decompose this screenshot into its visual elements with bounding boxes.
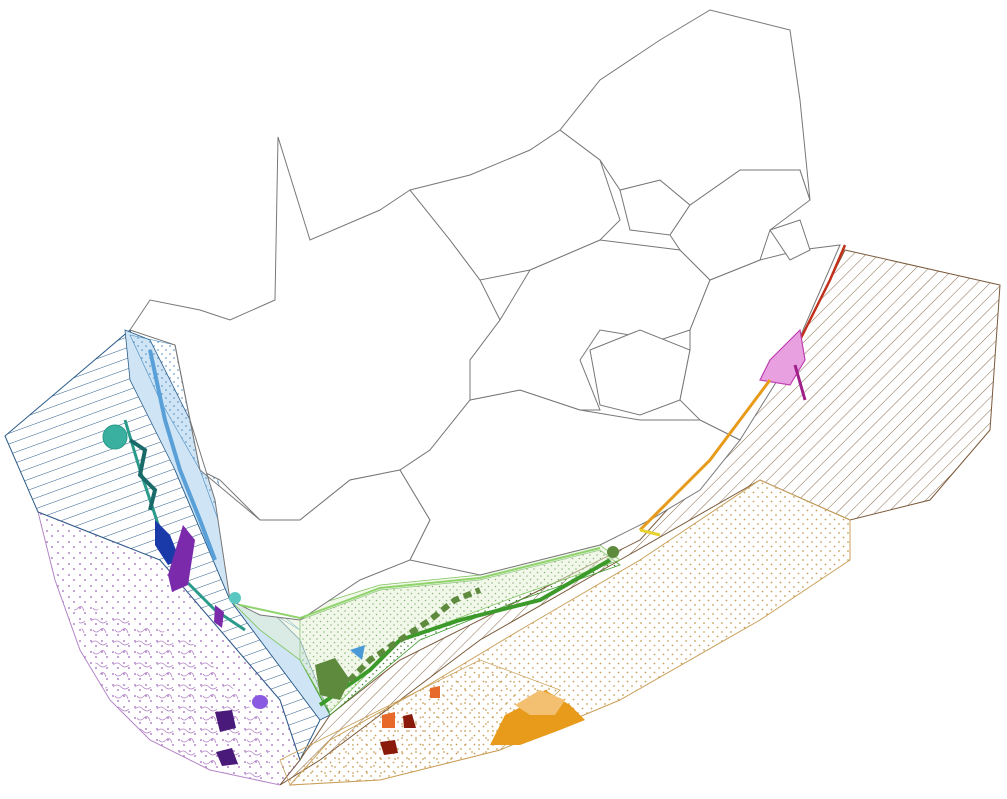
dark-red-patch-1 <box>403 714 416 728</box>
east-coast-orange-line <box>638 379 772 532</box>
orange-red-patch-2 <box>382 712 395 728</box>
province-lesotho <box>589 329 691 416</box>
south-coast-features <box>239 546 619 707</box>
province-swaziland <box>769 219 811 261</box>
east-coast-magenta-line <box>793 364 807 401</box>
west-coast-lilac-patch <box>252 695 268 709</box>
land-provinces <box>129 9 841 621</box>
east-coast-magenta-patch <box>759 328 806 386</box>
south-coast-dark-green-blob <box>315 658 350 700</box>
south-coast-green-dot <box>607 546 619 558</box>
west-coast-teal-chain <box>128 438 158 511</box>
west-coast-features <box>102 349 268 766</box>
region-southwest-squiggle <box>70 600 270 780</box>
violet-patch-1 <box>215 710 236 732</box>
west-coast-violet-patch <box>168 525 195 592</box>
orange-patch-light <box>515 690 565 715</box>
east-coast-features <box>638 244 847 537</box>
dark-red-patch-2 <box>380 740 398 755</box>
west-coast-teal-patch <box>102 424 128 450</box>
teal-dot <box>229 592 241 604</box>
province-north-west <box>409 129 621 281</box>
west-coast-blue-strip <box>148 349 217 561</box>
west-coast-darkblue-patch <box>155 520 180 565</box>
deep-sea-patches <box>380 686 585 755</box>
south-coast-blue-small <box>350 645 365 660</box>
south-coast-green-line <box>318 558 611 707</box>
orange-red-patch-1 <box>430 686 440 698</box>
violet-patch-2 <box>216 748 238 766</box>
south-coast-dark-green-chain <box>337 587 482 693</box>
east-coast-yellow-line <box>639 528 661 537</box>
south-coast-light-green <box>239 547 601 620</box>
province-limpopo <box>559 9 811 206</box>
west-coast-violet-small <box>214 605 224 628</box>
